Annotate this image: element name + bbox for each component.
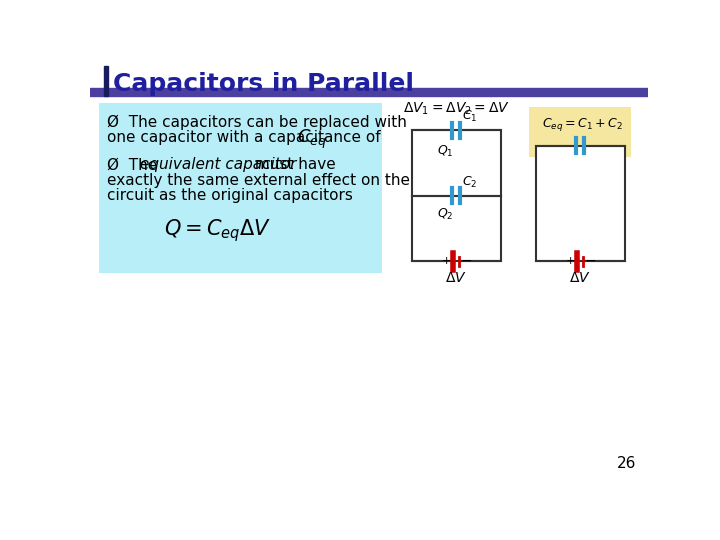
Text: $\Delta V$: $\Delta V$ xyxy=(570,271,591,285)
Text: $Q_1$: $Q_1$ xyxy=(437,144,454,159)
Text: exactly the same external effect on the: exactly the same external effect on the xyxy=(107,173,410,188)
Text: circuit as the original capacitors: circuit as the original capacitors xyxy=(107,188,353,203)
Text: one capacitor with a capacitance of: one capacitor with a capacitance of xyxy=(107,131,381,145)
Bar xyxy=(90,88,648,96)
Text: $C_1$: $C_1$ xyxy=(462,109,478,124)
Bar xyxy=(104,66,108,96)
Text: $\Delta V_1 = \Delta V_2 = \Delta V$: $\Delta V_1 = \Delta V_2 = \Delta V$ xyxy=(402,100,510,117)
Text: equivalent capacitor: equivalent capacitor xyxy=(140,157,296,172)
Text: $\Delta V$: $\Delta V$ xyxy=(445,271,467,285)
Text: $C_2$: $C_2$ xyxy=(462,174,478,190)
Text: $Q = C_{eq}\Delta V$: $Q = C_{eq}\Delta V$ xyxy=(163,217,271,244)
Bar xyxy=(412,130,500,261)
Text: −: − xyxy=(461,254,472,268)
Bar xyxy=(99,103,382,273)
Text: −: − xyxy=(585,254,596,268)
Text: $C_{eq} = C_1 + C_2$: $C_{eq} = C_1 + C_2$ xyxy=(542,116,623,133)
Text: $Q_2$: $Q_2$ xyxy=(437,207,454,222)
Text: Ø  The capacitors can be replaced with: Ø The capacitors can be replaced with xyxy=(107,115,407,130)
Text: $C_{eq}$: $C_{eq}$ xyxy=(297,128,327,151)
Text: Ø  The: Ø The xyxy=(107,157,162,172)
Text: 26: 26 xyxy=(617,456,636,471)
Text: +: + xyxy=(565,256,575,266)
Text: Capacitors in Parallel: Capacitors in Parallel xyxy=(113,72,414,96)
Text: +: + xyxy=(441,256,451,266)
Bar xyxy=(529,107,631,157)
Text: must have: must have xyxy=(251,157,336,172)
Bar xyxy=(536,146,625,261)
